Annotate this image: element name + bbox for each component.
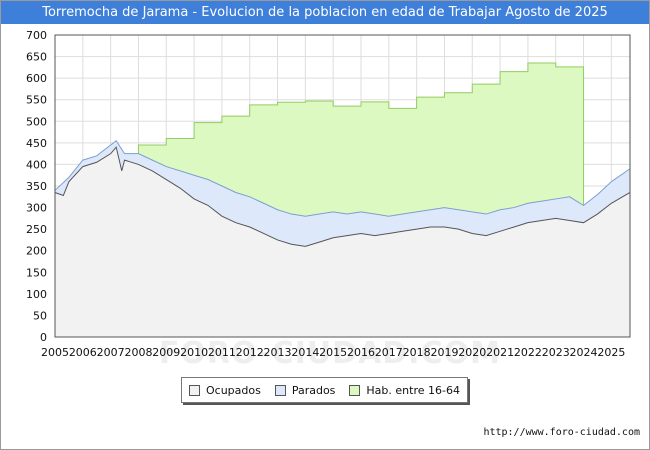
- x-tick-label: 2020: [458, 346, 486, 359]
- legend-label-hab: Hab. entre 16-64: [366, 383, 460, 397]
- title-bar: Torremocha de Jarama - Evolucion de la p…: [1, 1, 649, 24]
- x-tick-label: 2009: [152, 346, 180, 359]
- x-tick-label: 2021: [486, 346, 514, 359]
- x-tick-label: 2006: [69, 346, 97, 359]
- legend-item-hab: Hab. entre 16-64: [349, 384, 460, 397]
- chart-title: Torremocha de Jarama - Evolucion de la p…: [42, 5, 608, 20]
- y-tick-label: 50: [33, 309, 47, 322]
- y-tick-label: 250: [26, 223, 47, 236]
- x-tick-label: 2013: [264, 346, 292, 359]
- x-tick-label: 2024: [570, 346, 598, 359]
- legend: Ocupados Parados Hab. entre 16-64: [181, 377, 468, 403]
- legend-swatch-hab: [349, 384, 361, 396]
- x-tick-label: 2022: [514, 346, 542, 359]
- y-tick-label: 500: [26, 115, 47, 128]
- y-tick-label: 0: [40, 331, 47, 344]
- y-tick-label: 150: [26, 266, 47, 279]
- x-tick-label: 2017: [375, 346, 403, 359]
- y-tick-label: 700: [26, 29, 47, 42]
- x-tick-label: 2014: [291, 346, 319, 359]
- x-tick-label: 2015: [319, 346, 347, 359]
- series-areas: [54, 62, 631, 338]
- legend-item-parados: Parados: [274, 383, 336, 397]
- x-tick-label: 2025: [597, 346, 625, 359]
- x-tick-label: 2016: [347, 346, 375, 359]
- line-ocupados: [54, 146, 631, 247]
- axes: [54, 34, 631, 338]
- x-tick-label: 2023: [542, 346, 570, 359]
- y-tick-label: 300: [26, 202, 47, 215]
- source-credit: http://www.foro-ciudad.com: [483, 427, 640, 438]
- x-tick-label: 2005: [41, 346, 69, 359]
- y-tick-label: 600: [26, 72, 47, 85]
- watermark: FORO-CIUDAD.COM: [159, 336, 501, 371]
- x-tick-label: 2011: [208, 346, 236, 359]
- y-tick-label: 350: [26, 180, 47, 193]
- y-tick-label: 550: [26, 94, 47, 107]
- y-tick-label: 400: [26, 158, 47, 171]
- x-tick-label: 2018: [403, 346, 431, 359]
- plot-border: [54, 34, 631, 338]
- y-tick-labels: 0 50 100 150 200 250 300 350 400 450 500 550 600 650 7…: [26, 29, 47, 344]
- legend-item-ocupados: Ocupados: [188, 383, 261, 397]
- line-hab: [137, 62, 585, 337]
- legend-label-ocupados: Ocupados: [205, 383, 261, 397]
- line-parados: [54, 139, 631, 217]
- y-tick-label: 450: [26, 137, 47, 150]
- legend-swatch-parados: [274, 384, 286, 396]
- area-ocupados: [55, 147, 630, 337]
- y-tick-label: 650: [26, 51, 47, 64]
- x-tick-label: 2012: [236, 346, 264, 359]
- y-tick-label: 100: [26, 288, 47, 301]
- x-tick-label: 2008: [124, 346, 152, 359]
- legend-swatch-ocupados: [188, 384, 200, 396]
- x-tick-label: 2019: [430, 346, 458, 359]
- y-tick-label: 200: [26, 245, 47, 258]
- x-tick-label: 2007: [97, 346, 125, 359]
- x-tick-labels: 2005 2006 2007 2008 2009 2010 2011 2012 2013 2014…: [41, 346, 625, 359]
- legend-label-parados: Parados: [291, 383, 336, 397]
- x-tick-label: 2010: [180, 346, 208, 359]
